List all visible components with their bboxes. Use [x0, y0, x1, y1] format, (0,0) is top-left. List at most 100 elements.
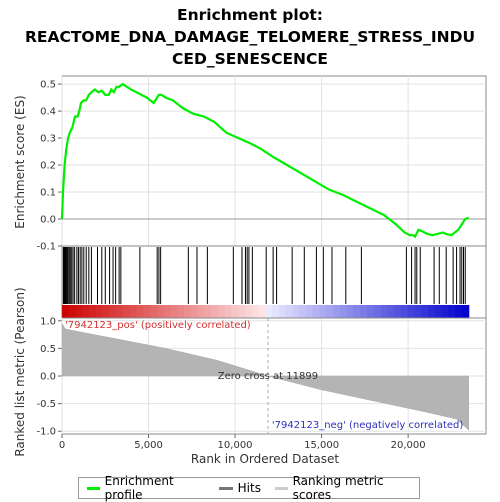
metric-tick-label: 0.5	[40, 344, 56, 355]
ranking-color-segment	[455, 305, 463, 318]
es-tick-label: 0.4	[40, 107, 56, 118]
ranking-color-segment	[461, 305, 470, 318]
ranking-color-segment	[95, 305, 104, 318]
ranking-color-segment	[333, 305, 341, 318]
title-line-1: Enrichment plot:	[177, 6, 323, 24]
ranking-color-segment	[129, 305, 138, 318]
ranking-color-segment	[109, 305, 117, 318]
ranking-color-segment	[407, 305, 416, 318]
ranking-color-segment	[414, 305, 422, 318]
es-panel: -0.1 0.0 0.1 0.2 0.3 0.4 0.5	[36, 75, 487, 253]
legend-swatch-gray	[218, 486, 233, 490]
ranking-color-segment	[251, 305, 260, 318]
ranking-color-segment	[285, 305, 294, 318]
ranking-color-segment	[346, 305, 355, 318]
x-axis-label: Rank in Ordered Dataset	[191, 452, 339, 466]
ranking-color-segment	[136, 305, 144, 318]
ranking-color-segment	[380, 305, 388, 318]
legend-item-enrichment-profile: Enrichment profile	[87, 474, 205, 502]
ranking-color-segment	[163, 305, 172, 318]
ranking-color-segment	[143, 305, 151, 318]
hits-panel	[61, 245, 487, 319]
x-tick-label: 15,000	[304, 440, 339, 451]
negative-correlation-label: '7942123_neg' (negatively correlated)	[272, 420, 463, 431]
x-tick-label: 0	[59, 440, 65, 451]
ranking-color-segment	[441, 305, 449, 318]
ranking-color-segment	[265, 305, 273, 318]
ranking-color-segment	[299, 305, 307, 318]
ranking-color-segment	[184, 305, 192, 318]
metric-tick-label: 0.0	[40, 372, 56, 383]
ranking-color-segment	[421, 305, 429, 318]
ranking-color-segment	[394, 305, 402, 318]
metric-panel: -1.0 -0.5 0.0 0.5 1.0 Zero cross at 11899 '794…	[36, 316, 487, 438]
es-axis-label: Enrichment score (ES)	[13, 95, 27, 228]
es-tick-label: 0.0	[40, 215, 56, 226]
ranking-color-segment	[400, 305, 409, 318]
chart-title: Enrichment plot: REACTOME_DNA_DAMAGE_TEL…	[0, 4, 500, 70]
ranking-color-segment	[434, 305, 443, 318]
legend-item-hits: Hits	[218, 481, 261, 495]
ranking-color-segment	[224, 305, 233, 318]
metric-tick-label: 1.0	[40, 316, 56, 327]
ranking-color-segment	[150, 305, 158, 318]
es-plot-frame	[61, 75, 487, 247]
legend-item-ranking-metric: Ranking metric scores	[274, 474, 413, 502]
ranking-color-segment	[360, 305, 368, 318]
ranking-color-segment	[373, 305, 382, 318]
ranking-color-segment	[170, 305, 178, 318]
enrichment-profile-line	[60, 82, 470, 239]
ranking-color-segment	[312, 305, 321, 318]
ranking-color-segment	[102, 305, 111, 318]
ranking-color-segment	[231, 305, 239, 318]
ranking-color-segment	[292, 305, 300, 318]
ranking-color-segment	[190, 305, 199, 318]
x-axis: 0 5,000 10,000 15,000 20,000	[59, 434, 426, 451]
legend-swatch-light	[274, 486, 288, 490]
ranking-color-segment	[278, 305, 287, 318]
es-tick-label: 0.1	[40, 188, 56, 199]
ranking-color-segment	[448, 305, 456, 318]
ranking-color-segment	[82, 305, 90, 318]
ranking-color-segment	[197, 305, 205, 318]
ranking-color-segment	[272, 305, 280, 318]
ranking-color-segment	[339, 305, 348, 318]
es-tick-label: 0.2	[40, 161, 56, 172]
ranking-color-segment	[116, 305, 124, 318]
ranking-color-segment	[353, 305, 361, 318]
ranking-color-segment	[306, 305, 314, 318]
ranking-color-segment	[204, 305, 212, 318]
title-line-3: CED_SENESCENCE	[172, 50, 328, 68]
legend-label: Enrichment profile	[104, 474, 174, 502]
legend: Enrichment profile Hits Ranking metric s…	[78, 474, 420, 502]
ranking-color-segment	[75, 305, 83, 318]
ranking-color-segment	[211, 305, 219, 318]
metric-axis-label: Ranked list metric (Pearson)	[13, 287, 27, 456]
x-tick-label: 5,000	[134, 440, 163, 451]
ranking-color-segment	[89, 305, 97, 318]
ranking-color-segment	[123, 305, 131, 318]
ranking-color-segment	[238, 305, 246, 318]
ranking-color-segment	[217, 305, 226, 318]
title-line-2: REACTOME_DNA_DAMAGE_TELOMERE_STRESS_INDU	[24, 28, 476, 46]
ranking-color-segment	[319, 305, 327, 318]
ranking-color-segment	[177, 305, 185, 318]
ranking-metric-area	[61, 322, 469, 431]
ranking-color-segment	[367, 305, 375, 318]
x-tick-label: 10,000	[218, 440, 253, 451]
legend-label: Hits	[237, 481, 261, 495]
ranking-color-segment	[62, 305, 70, 318]
ranking-color-segment	[428, 305, 436, 318]
legend-label: Ranking metric scores	[292, 474, 384, 502]
es-tick-label: 0.5	[40, 80, 56, 91]
es-tick-label: -0.1	[36, 242, 56, 253]
ranking-color-segment	[156, 305, 165, 318]
zero-cross-label: Zero cross at 11899	[218, 371, 318, 382]
legend-swatch-green	[87, 486, 100, 490]
metric-tick-label: -1.0	[36, 427, 56, 438]
ranking-color-segment	[326, 305, 334, 318]
x-tick-label: 20,000	[391, 440, 426, 451]
ranking-color-segment	[68, 305, 77, 318]
positive-correlation-label: '7942123_pos' (positively correlated)	[65, 320, 251, 331]
